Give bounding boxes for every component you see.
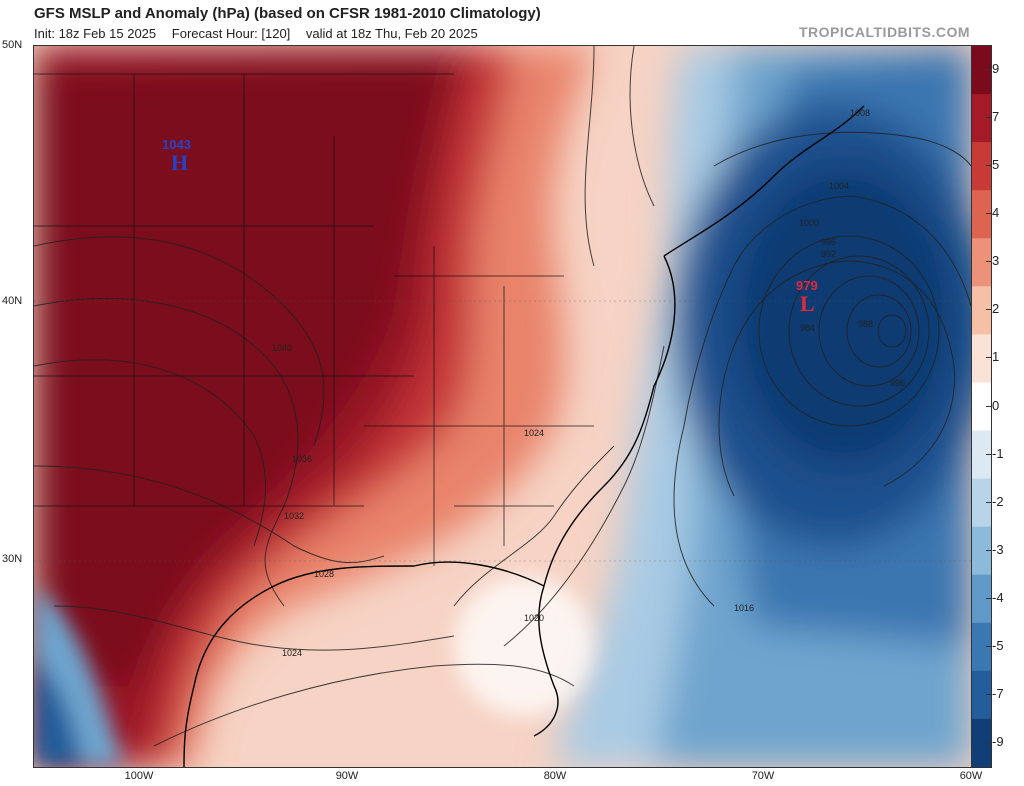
colorbar-tick-mark bbox=[986, 597, 991, 599]
colorbar-tick-label: 4 bbox=[992, 205, 1000, 221]
isobar-label: 1024 bbox=[524, 428, 544, 438]
valid-time: valid at 18z Thu, Feb 20 2025 bbox=[305, 26, 478, 41]
colorbar-swatch bbox=[972, 382, 991, 432]
lon-label-80w: 80W bbox=[543, 770, 567, 782]
lat-label-30n: 30N bbox=[2, 553, 23, 565]
chart-title: GFS MSLP and Anomaly (hPa) (based on CFS… bbox=[34, 5, 541, 22]
colorbar-swatch bbox=[972, 238, 991, 287]
colorbar-tick-label: 7 bbox=[992, 109, 1000, 125]
colorbar-swatch bbox=[972, 142, 991, 191]
isobar-label: 1008 bbox=[850, 108, 870, 118]
colorbar bbox=[971, 45, 992, 768]
colorbar-tick-mark bbox=[986, 261, 991, 263]
colorbar-swatch bbox=[972, 430, 991, 480]
colorbar-tick-mark bbox=[986, 693, 991, 695]
colorbar-tick-mark bbox=[986, 165, 991, 167]
isobar-label: 996 bbox=[890, 378, 905, 388]
high-pressure-letter: H bbox=[171, 150, 188, 175]
map-panel[interactable]: 1040 1036 1032 1028 1024 1024 1020 1016 … bbox=[33, 45, 972, 768]
colorbar-tick-mark bbox=[986, 357, 991, 359]
isobar-label: 1020 bbox=[524, 613, 544, 623]
colorbar-swatch bbox=[972, 574, 991, 624]
colorbar-tick-mark bbox=[986, 501, 991, 503]
isobar-label: 988 bbox=[858, 319, 873, 329]
colorbar-swatch bbox=[972, 334, 991, 383]
colorbar-tick-mark bbox=[986, 309, 991, 311]
colorbar-tick-label: -7 bbox=[992, 685, 1004, 701]
colorbar-swatch bbox=[972, 670, 991, 720]
colorbar-tick-label: 5 bbox=[992, 157, 1000, 173]
lon-label-60w: 60W bbox=[959, 770, 983, 782]
colorbar-swatch bbox=[972, 718, 991, 767]
colorbar-tick-label: 0 bbox=[992, 397, 1000, 413]
isobar-label: 1004 bbox=[829, 181, 849, 191]
anomaly-map: 1040 1036 1032 1028 1024 1024 1020 1016 … bbox=[34, 46, 971, 767]
init-time: Init: 18z Feb 15 2025 bbox=[34, 26, 157, 41]
isobar-label: 1028 bbox=[314, 569, 334, 579]
isobar-label: 996 bbox=[821, 237, 836, 247]
low-pressure-center[interactable]: 979 L bbox=[796, 278, 818, 316]
isobar-label: 1000 bbox=[799, 218, 819, 228]
colorbar-swatch bbox=[972, 46, 991, 95]
colorbar-tick-label: -2 bbox=[992, 493, 1004, 509]
negative-anomaly-region bbox=[554, 46, 971, 767]
run-info: Init: 18z Feb 15 2025 Forecast Hour: [12… bbox=[34, 26, 490, 41]
colorbar-tick-mark bbox=[986, 453, 991, 455]
colorbar-tick-label: -4 bbox=[992, 589, 1004, 605]
colorbar-swatch bbox=[972, 190, 991, 239]
colorbar-tick-label: 1 bbox=[992, 349, 1000, 365]
colorbar-tick-mark bbox=[986, 405, 991, 407]
isobar-label: 1032 bbox=[284, 511, 304, 521]
high-pressure-value: 1043 bbox=[162, 137, 191, 152]
lon-label-100w: 100W bbox=[124, 770, 154, 782]
colorbar-tick-label: -5 bbox=[992, 637, 1004, 653]
southwest-negative-anomaly bbox=[34, 586, 124, 767]
isobar-label: 992 bbox=[821, 249, 836, 259]
colorbar-tick-mark bbox=[986, 741, 991, 743]
isobar-label: 1036 bbox=[292, 454, 312, 464]
low-pressure-letter: L bbox=[800, 291, 815, 316]
isobar-label: 1024 bbox=[282, 648, 302, 658]
colorbar-tick-label: -9 bbox=[992, 733, 1004, 749]
lon-label-70w: 70W bbox=[751, 770, 775, 782]
colorbar-tick-mark bbox=[986, 645, 991, 647]
colorbar-swatches bbox=[972, 46, 991, 767]
isobar-label: 1016 bbox=[734, 603, 754, 613]
colorbar-swatch bbox=[972, 478, 991, 528]
colorbar-swatch bbox=[972, 526, 991, 576]
colorbar-tick-label: 3 bbox=[992, 253, 1000, 269]
colorbar-tick-mark bbox=[986, 213, 991, 215]
colorbar-swatch bbox=[972, 286, 991, 335]
forecast-hour: Forecast Hour: [120] bbox=[171, 26, 291, 41]
colorbar-tick-mark bbox=[986, 69, 991, 71]
colorbar-tick-label: -3 bbox=[992, 541, 1004, 557]
isobar-label: 1040 bbox=[272, 343, 292, 353]
low-pressure-value: 979 bbox=[796, 278, 818, 293]
graticule bbox=[34, 300, 971, 562]
brand-watermark: TROPICALTIDBITS.COM bbox=[798, 24, 970, 40]
colorbar-tick-label: 2 bbox=[992, 301, 1000, 317]
high-pressure-center[interactable]: 1043 H bbox=[162, 137, 191, 175]
colorbar-swatch bbox=[972, 622, 991, 672]
lat-label-40n: 40N bbox=[2, 295, 23, 307]
state-boundaries bbox=[34, 73, 594, 566]
lon-label-90w: 90W bbox=[335, 770, 359, 782]
colorbar-tick-mark bbox=[986, 117, 991, 119]
neutral-pocket bbox=[454, 576, 594, 716]
isobar-label: 984 bbox=[800, 323, 815, 333]
colorbar-swatch bbox=[972, 94, 991, 143]
isobar-label-group: 1040 1036 1032 1028 1024 1024 1020 1016 … bbox=[272, 108, 905, 658]
coastline bbox=[183, 105, 865, 767]
colorbar-tick-label: -1 bbox=[992, 445, 1004, 461]
colorbar-tick-mark bbox=[986, 549, 991, 551]
colorbar-tick-label: 9 bbox=[992, 61, 1000, 77]
lat-label-50n: 50N bbox=[2, 39, 23, 51]
